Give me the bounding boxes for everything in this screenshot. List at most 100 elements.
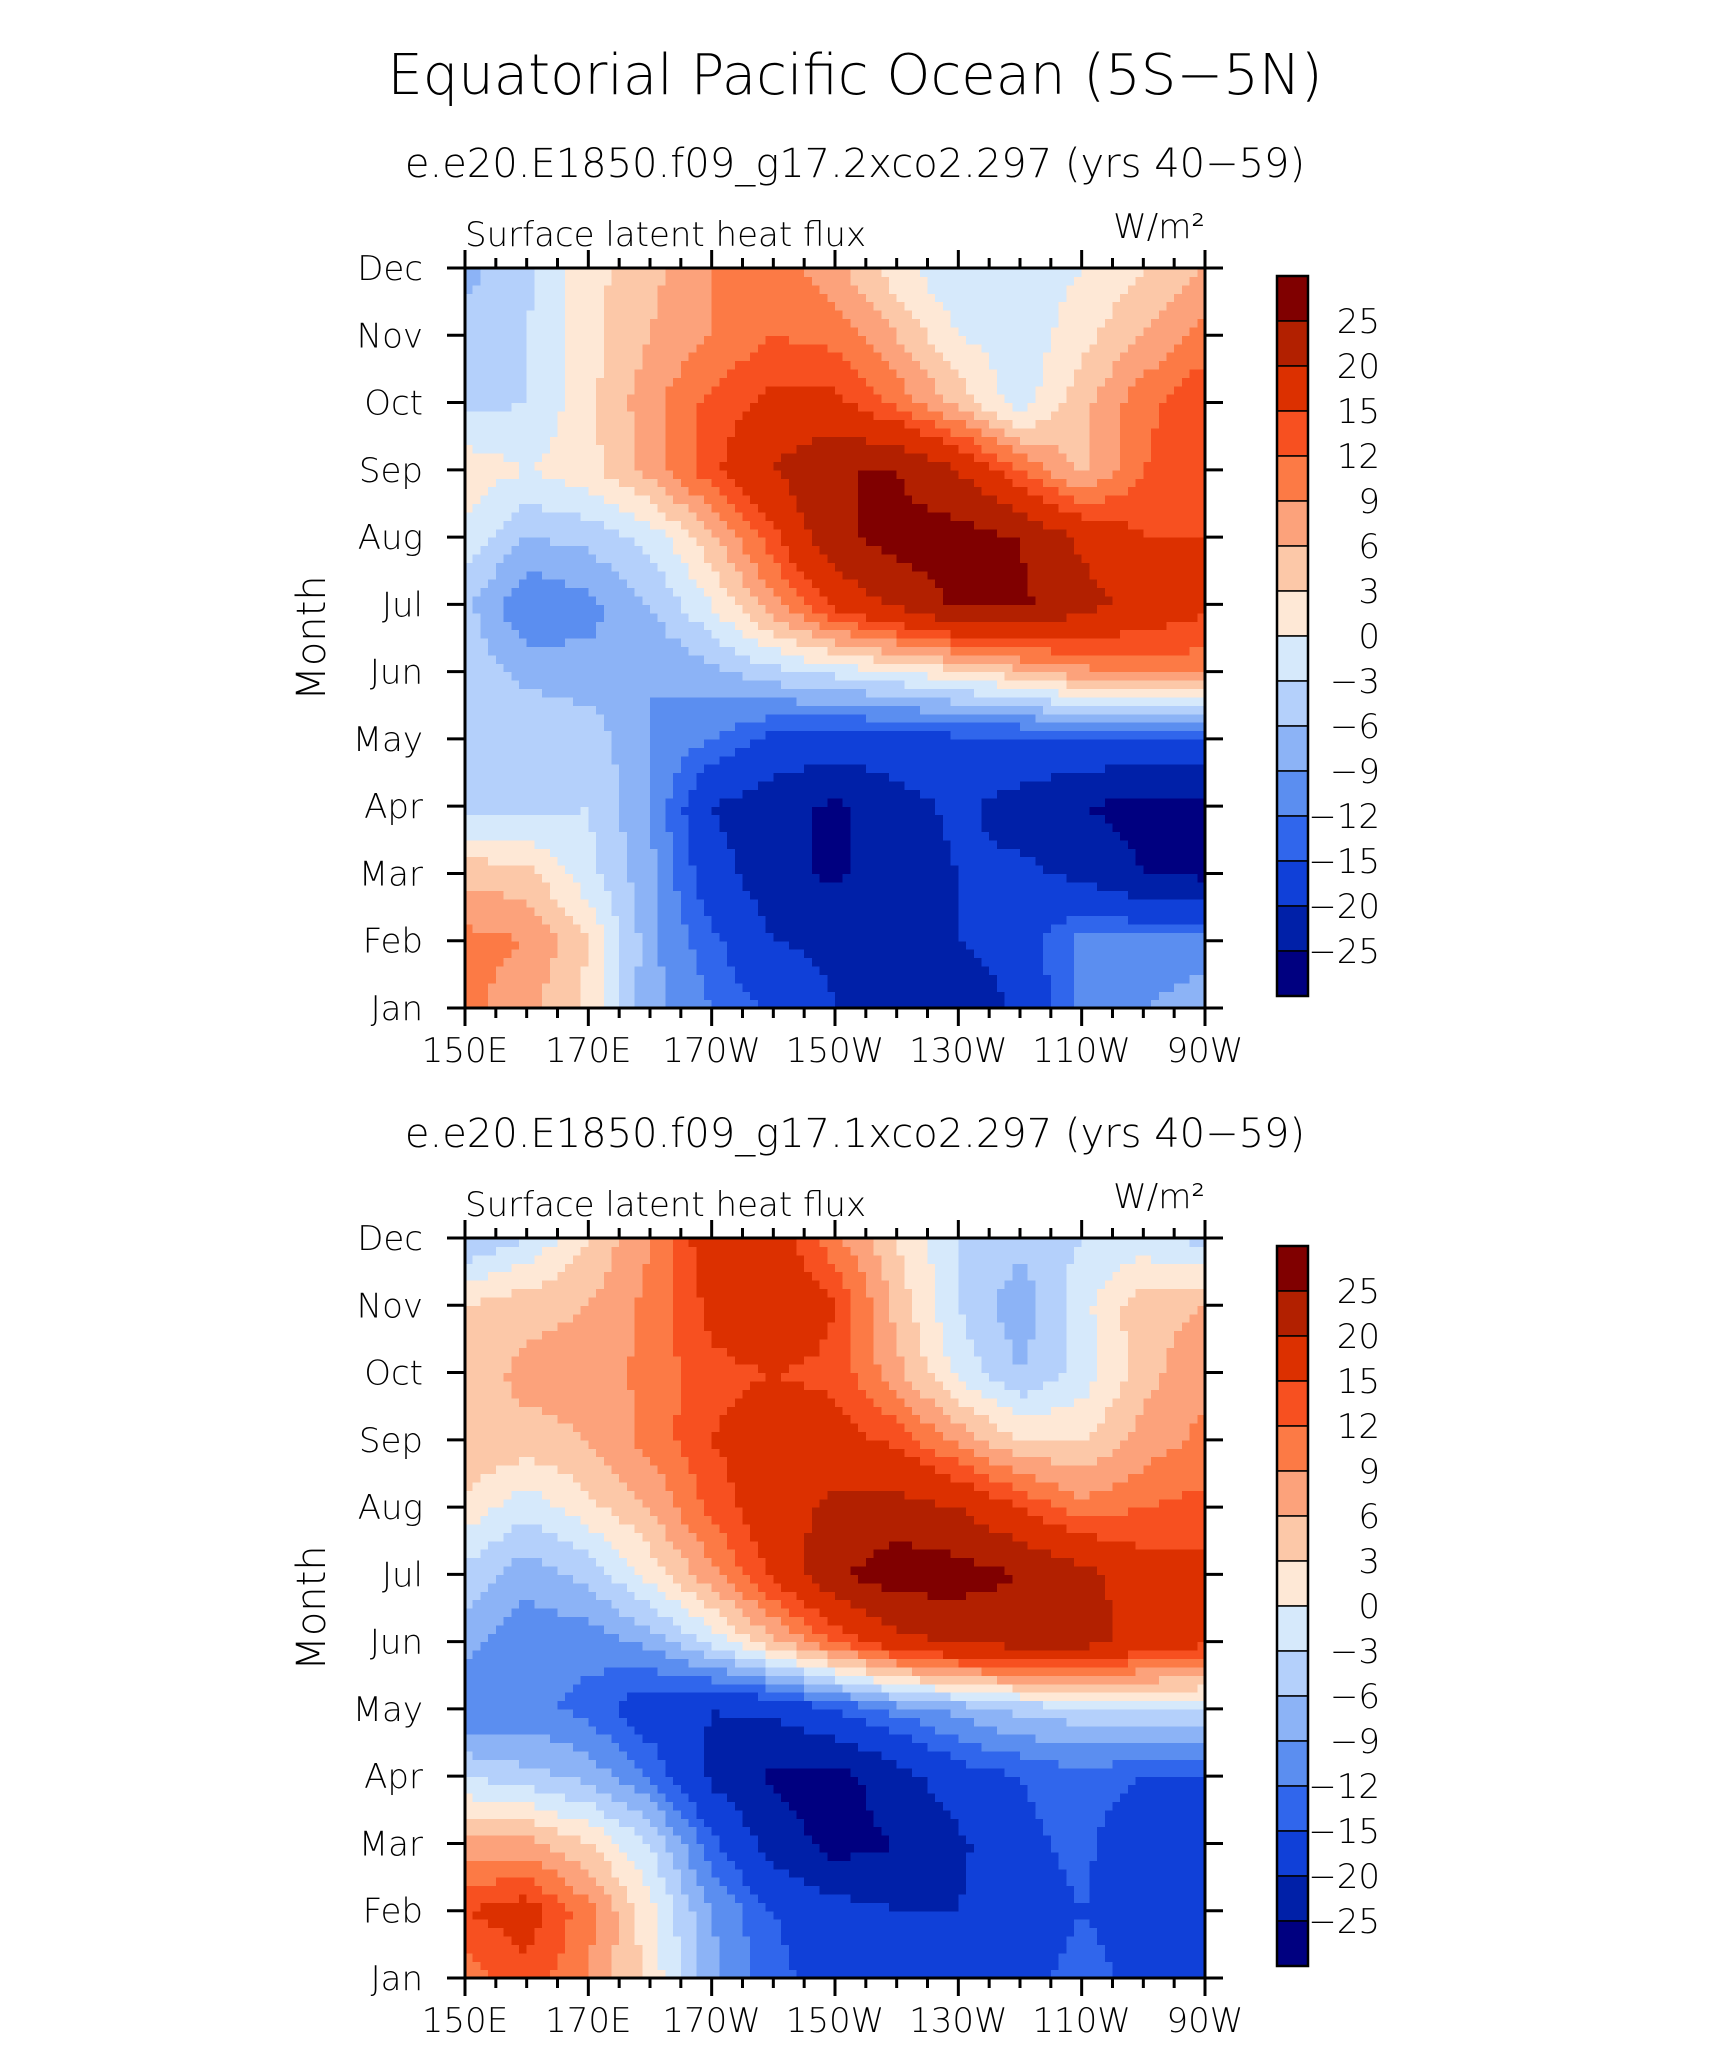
heatmap-cell [596, 755, 605, 765]
heatmap-cell [981, 965, 990, 975]
heatmap-cell [796, 612, 805, 622]
heatmap-cell [1050, 831, 1060, 841]
heatmap-cell [1058, 705, 1067, 715]
heatmap-cell [919, 654, 929, 664]
heatmap-cell [1004, 663, 1013, 673]
heatmap-cell [966, 806, 975, 816]
heatmap-cell [1151, 713, 1160, 723]
heatmap-cell [673, 764, 682, 774]
heatmap-cell [966, 965, 975, 975]
heatmap-cell [973, 949, 983, 959]
heatmap-cell [881, 915, 890, 925]
heatmap-cell [981, 848, 990, 858]
heatmap-cell [1158, 654, 1168, 664]
heatmap-cell [835, 940, 844, 950]
heatmap-cell [850, 898, 859, 908]
heatmap-cell [557, 982, 566, 992]
heatmap-cell [696, 823, 705, 833]
heatmap-cell [757, 999, 767, 1008]
heatmap-cell [1127, 923, 1137, 933]
heatmap-cell [773, 890, 782, 900]
heatmap-cell [603, 629, 613, 639]
heatmap-cell [650, 923, 659, 933]
heatmap-cell [896, 974, 905, 984]
heatmap-cell [580, 806, 589, 816]
heatmap-cell [788, 856, 798, 866]
heatmap-cell [873, 991, 882, 1001]
heatmap-cell [819, 595, 828, 605]
heatmap-cell [835, 839, 844, 849]
heatmap-cell [511, 722, 520, 732]
heatmap-cell [888, 772, 898, 782]
heatmap-cell [673, 957, 682, 967]
heatmap-cell [657, 999, 667, 1008]
heatmap-cell [526, 940, 535, 950]
heatmap-cell [549, 797, 559, 807]
heatmap-cell [688, 629, 697, 639]
heatmap-cell [1135, 797, 1144, 807]
heatmap-cell [1073, 915, 1083, 925]
heatmap-cell [526, 965, 535, 975]
heatmap-cell [819, 806, 828, 816]
heatmap-cell [719, 722, 728, 732]
heatmap-cell [565, 646, 574, 656]
heatmap-cell [835, 949, 844, 959]
heatmap-cell [973, 764, 983, 774]
heatmap-cell [966, 831, 975, 841]
heatmap-cell [1050, 923, 1060, 933]
heatmap-cell [673, 915, 682, 925]
heatmap-cell [1127, 730, 1137, 740]
heatmap-cell [811, 965, 821, 975]
heatmap-cell [657, 688, 667, 698]
heatmap-cell [850, 696, 859, 706]
heatmap-cell [1073, 789, 1083, 799]
heatmap-cell [912, 797, 921, 807]
heatmap-cell [488, 831, 497, 841]
heatmap-cell [711, 806, 720, 816]
heatmap-cell [580, 654, 589, 664]
heatmap-cell [588, 806, 597, 816]
heatmap-cell [1104, 629, 1114, 639]
heatmap-cell [673, 780, 682, 790]
heatmap-cell [788, 738, 798, 748]
heatmap-cell [542, 974, 551, 984]
heatmap-cell [603, 738, 613, 748]
heatmap-cell [827, 957, 836, 967]
heatmap-cell [588, 562, 597, 572]
heatmap-cell [565, 537, 574, 547]
heatmap-cell [881, 848, 890, 858]
heatmap-cell [827, 940, 836, 950]
heatmap-cell [1020, 747, 1029, 757]
heatmap-cell [1097, 806, 1106, 816]
heatmap-cell [488, 730, 497, 740]
heatmap-cell [1035, 806, 1044, 816]
heatmap-cell [1189, 814, 1198, 824]
heatmap-cell [927, 629, 936, 639]
heatmap-cell [511, 562, 520, 572]
heatmap-cell [495, 991, 505, 1001]
heatmap-cell [596, 873, 605, 883]
heatmap-cell [781, 638, 790, 648]
heatmap-cell [873, 688, 882, 698]
heatmap-cell [734, 730, 744, 740]
heatmap-cell [904, 814, 913, 824]
heatmap-cell [1012, 646, 1021, 656]
heatmap-cell [557, 570, 566, 580]
heatmap-cell [1151, 957, 1160, 967]
heatmap-cell [657, 680, 667, 690]
heatmap-cell [1197, 696, 1205, 706]
heatmap-cell [596, 789, 605, 799]
heatmap-cell [981, 982, 990, 992]
heatmap-cell [619, 957, 628, 967]
heatmap-cell [819, 621, 828, 631]
heatmap-cell [688, 823, 697, 833]
heatmap-cell [765, 780, 774, 790]
heatmap-cell [827, 907, 836, 917]
heatmap-cell [842, 654, 852, 664]
heatmap-cell [696, 680, 705, 690]
heatmap-cell [465, 873, 474, 883]
heatmap-cell [927, 823, 936, 833]
heatmap-cell [472, 823, 482, 833]
heatmap-cell [503, 848, 512, 858]
heatmap-cell [603, 570, 613, 580]
